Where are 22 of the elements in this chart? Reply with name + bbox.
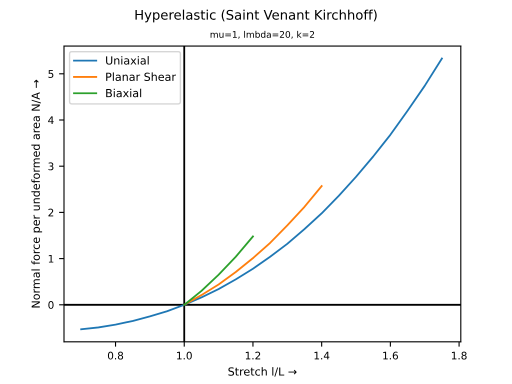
x-tick-label: 1.6: [383, 352, 398, 360]
y-tick-label: 4: [48, 116, 54, 124]
line-series: [183, 236, 254, 306]
line-series: [183, 185, 323, 306]
x-tick-label: 0.8: [108, 352, 124, 360]
legend-label: Biaxial: [106, 88, 142, 98]
chart-title: Hyperelastic (Saint Venant Kirchhoff): [135, 10, 377, 22]
x-axis-title: Stretch l/L →: [228, 367, 297, 377]
x-tick-label: 1.0: [177, 352, 192, 360]
y-tick-label: 5: [48, 70, 54, 78]
legend-label: Uniaxial: [106, 56, 149, 65]
y-tick-label: 1: [48, 254, 54, 263]
x-tick-label: 1.4: [314, 352, 330, 360]
y-axis-title: Normal force per undeformed area N/A →: [31, 80, 42, 308]
legend-label: Planar Shear: [106, 72, 176, 81]
x-tick-label: 1.8: [452, 352, 467, 360]
y-tick-label: 0: [48, 301, 54, 309]
line-series: [80, 58, 443, 330]
y-tick-label: 3: [48, 162, 54, 170]
chart-subtitle: mu=1, lmbda=20, k=2: [210, 30, 314, 39]
x-tick-label: 1.2: [246, 352, 260, 360]
y-tick-label: 2: [48, 208, 54, 216]
